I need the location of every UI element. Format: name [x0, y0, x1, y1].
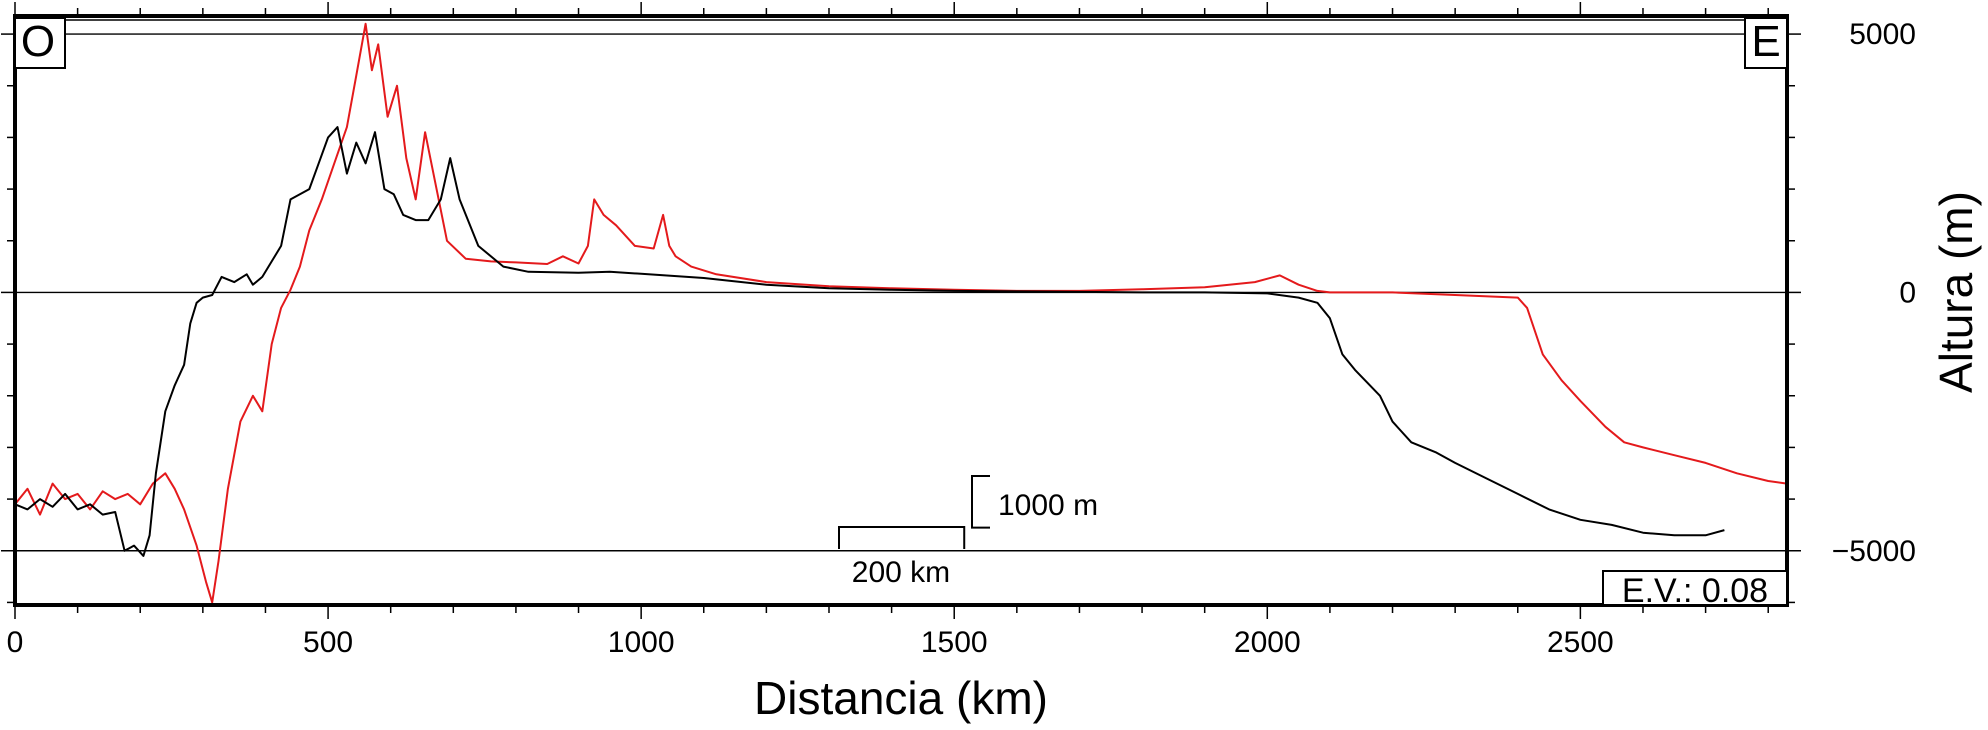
west-label-box — [14, 17, 66, 69]
x-tick-label: 1500 — [921, 626, 988, 659]
vertical-exaggeration-label: E.V.: 0.08 — [1622, 572, 1768, 610]
x-tick-label: 1000 — [608, 626, 675, 659]
y-tick-label: 0 — [1899, 276, 1916, 309]
y-tick-label: 5000 — [1849, 18, 1916, 51]
x-tick-label: 500 — [303, 626, 353, 659]
east-label-box — [1744, 17, 1788, 69]
east-label: E — [1751, 17, 1780, 66]
vertical-exaggeration-box — [1602, 570, 1788, 606]
x-tick-label: 2500 — [1547, 626, 1614, 659]
plot-frame — [13, 14, 1789, 607]
series-line-black — [14, 126, 1725, 557]
scale-bars — [838, 475, 990, 549]
x-tick-label: 2000 — [1234, 626, 1301, 659]
scale-bar-horizontal — [838, 526, 966, 549]
scale-bar-horizontal-label: 200 km — [852, 556, 950, 589]
scale-bar-vertical-label: 1000 m — [998, 489, 1098, 522]
west-label: O — [21, 17, 55, 66]
tick-marks: 0 500 1000 1500 2000 2500 5000 0 −5000 — [1, 2, 1916, 659]
reference-lines — [15, 33, 1787, 552]
y-axis-title: Altura (m) — [1930, 191, 1982, 393]
x-axis-title: Distancia (km) — [754, 672, 1048, 724]
series-line-red — [14, 22, 1788, 604]
x-tick-label: 0 — [7, 626, 24, 659]
y-tick-label: −5000 — [1832, 535, 1916, 568]
series-lines — [14, 22, 1788, 604]
scale-bar-vertical — [971, 475, 990, 529]
